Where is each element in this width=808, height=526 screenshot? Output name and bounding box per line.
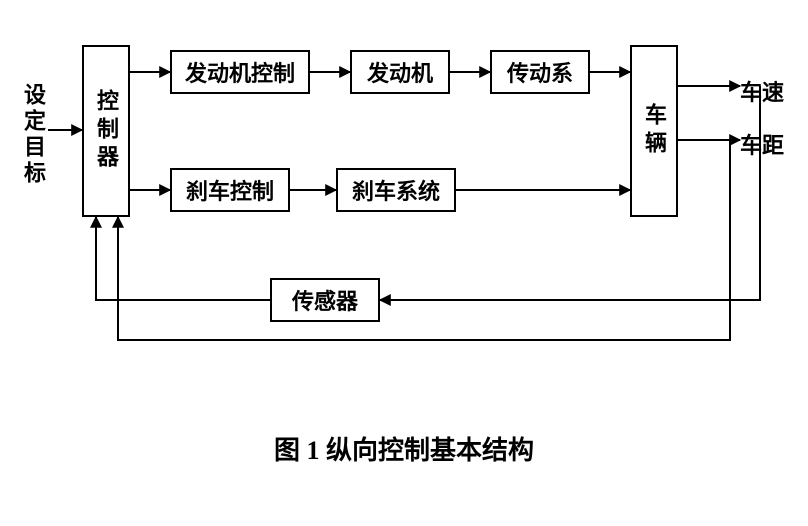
edge [96, 217, 270, 300]
node-vehicle: 车辆 [630, 45, 678, 217]
figure-caption: 图 1 纵向控制基本结构 [0, 430, 808, 467]
node-brake-sys: 刹车系统 [336, 168, 456, 212]
node-sensor: 传感器 [270, 278, 380, 322]
label-set-target: 设定目标 [18, 60, 48, 210]
node-engine: 发动机 [350, 50, 450, 94]
node-brake-ctrl: 刹车控制 [170, 168, 290, 212]
node-driveline: 传动系 [490, 50, 590, 94]
node-engine-ctrl: 发动机控制 [170, 50, 310, 94]
node-controller: 控制器 [82, 45, 130, 217]
label-speed-out: 车速 [740, 75, 784, 107]
diagram-canvas: 设定目标 车速 车距 控制器 发动机控制 发动机 传动系 刹车控制 刹车系统 车… [0, 0, 808, 526]
label-distance-out: 车距 [740, 128, 784, 160]
